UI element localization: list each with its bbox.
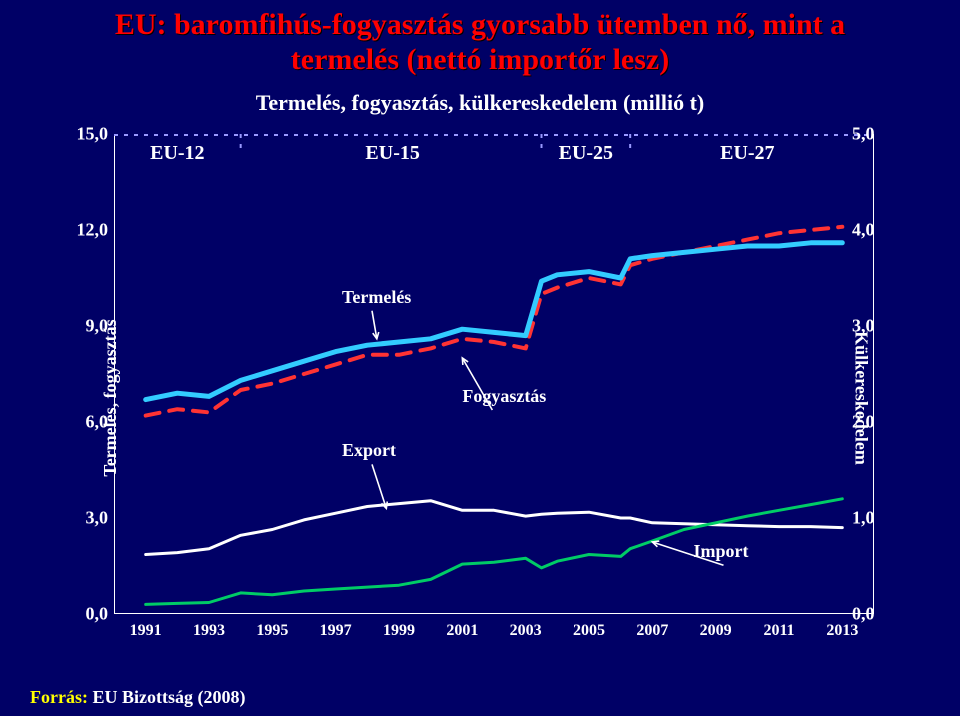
x-tick: 2013 [826, 622, 858, 640]
label-termeles: Termelés [342, 287, 411, 308]
x-tick: 2011 [763, 622, 794, 640]
slide-subtitle: Termelés, fogyasztás, külkereskedelem (m… [0, 90, 960, 116]
x-tick: 2003 [510, 622, 542, 640]
era-label: EU-12 [150, 142, 204, 165]
era-label: EU-25 [559, 142, 613, 165]
y-left-tick: 3,0 [74, 508, 108, 529]
label-export: Export [342, 440, 396, 461]
y-right-tick: 4,0 [852, 220, 886, 241]
title-line-1: EU: baromfihús-fogyasztás gyorsabb ütemb… [115, 8, 845, 41]
y-left-tick: 0,0 [74, 604, 108, 625]
y-left-tick: 9,0 [74, 316, 108, 337]
x-tick: 1997 [320, 622, 352, 640]
x-tick: 1999 [383, 622, 415, 640]
y-right-tick: 1,0 [852, 508, 886, 529]
y-left-tick: 6,0 [74, 412, 108, 433]
slide-title: EU: baromfihús-fogyasztás gyorsabb ütemb… [0, 8, 960, 77]
source-body: EU Bizottság (2008) [88, 687, 245, 707]
title-line-2: termelés (nettó importőr lesz) [291, 43, 669, 76]
y-left-tick: 12,0 [74, 220, 108, 241]
era-label: EU-27 [720, 142, 774, 165]
source-caption: Forrás: EU Bizottság (2008) [30, 687, 245, 708]
x-tick: 2001 [446, 622, 478, 640]
chart-svg [114, 134, 874, 614]
slide-root: EU: baromfihús-fogyasztás gyorsabb ütemb… [0, 0, 960, 716]
label-import: Import [694, 541, 749, 562]
x-tick: 2009 [700, 622, 732, 640]
x-tick: 1993 [193, 622, 225, 640]
era-label: EU-15 [365, 142, 419, 165]
x-tick: 2005 [573, 622, 605, 640]
plot-area [114, 134, 874, 614]
chart-container: Termelés, fogyasztás Külkereskedelem 15,… [30, 128, 930, 668]
x-tick: 2007 [636, 622, 668, 640]
x-tick: 1991 [130, 622, 162, 640]
y-right-tick: 2,0 [852, 412, 886, 433]
x-tick: 1995 [256, 622, 288, 640]
y-right-tick: 3,0 [852, 316, 886, 337]
label-fogyasztas: Fogyasztás [462, 386, 546, 407]
y-left-tick: 15,0 [74, 124, 108, 145]
y-right-tick: 5,0 [852, 124, 886, 145]
source-prefix: Forrás: [30, 687, 88, 707]
